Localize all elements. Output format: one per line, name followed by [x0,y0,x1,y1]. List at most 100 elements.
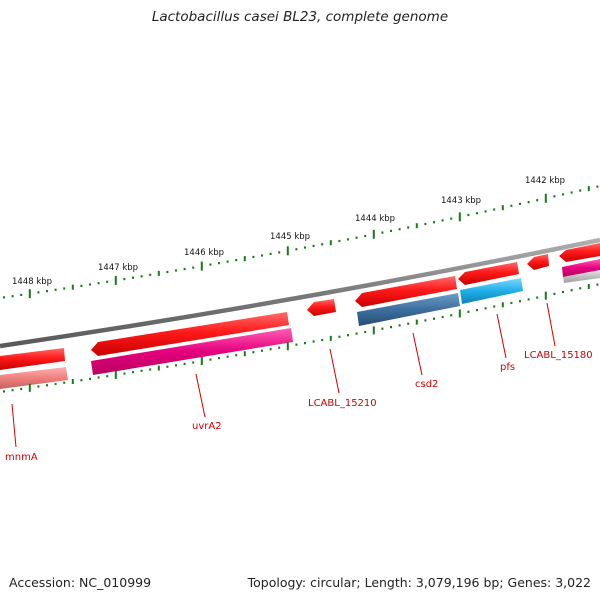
gene-LCABL_15210-arrow[interactable] [307,299,336,316]
outer-scale-tick [28,289,31,299]
outer-scale-tick [467,213,470,217]
outer-scale-tick [441,219,444,222]
outer-scale-tick [501,205,504,211]
scale-label-1442: 1442 kbp [525,176,565,186]
gene-label-mnmA[interactable]: mnmA [5,452,38,463]
outer-scale-tick [71,284,74,290]
inner-scale-tick [493,305,496,308]
inner-scale-tick [261,349,263,352]
outer-scale-tick [381,231,384,234]
inner-scale-tick [355,332,358,335]
inner-scale-tick [235,354,238,357]
accession-text: Accession: NC_010999 [9,575,152,590]
outer-scale-tick [157,270,160,276]
inner-scale-tick [476,309,478,312]
inner-scale-tick [433,317,435,320]
outer-scale-tick [80,284,83,287]
inner-scale-tick [441,315,444,319]
scale-label-1444: 1444 kbp [355,214,395,224]
inner-scale-tick [398,324,401,327]
outer-scale-tick [63,287,66,290]
outer-scale-tick [390,229,392,232]
inner-scale-tick [209,358,212,361]
outer-scale-tick [562,193,564,196]
inner-scale-tick [364,330,367,334]
leader-mnmA [11,403,17,448]
outer-scale-tick [269,252,272,255]
gene-mnmA-arrow[interactable] [0,348,65,370]
gene-label-LCABL_15210[interactable]: LCABL_15210 [308,398,377,409]
outer-scale-tick [553,195,556,198]
inner-scale-tick [3,390,5,393]
outer-scale-tick [286,246,289,256]
outer-scale-tick [123,278,126,281]
inner-scale-tick [467,310,470,313]
outer-scale-tick [278,251,281,254]
gene-LCABL_15180-arrow[interactable] [527,254,549,270]
inner-scale-tick [295,343,298,346]
inner-scale-tick [157,365,160,371]
inner-scale-tick [536,296,539,299]
inner-scale-tick [183,362,186,365]
feature-csd2-bar[interactable] [357,293,460,326]
feature-next-grey-bar[interactable] [563,270,600,283]
gene-uvrA2-arrow[interactable] [91,312,289,356]
feature-uvrA2-bar[interactable] [91,328,293,375]
inner-scale-tick [63,381,66,384]
feature-mnmA-bar[interactable] [0,367,68,389]
outer-scale-tick [140,275,143,278]
inner-scale-tick [338,335,341,338]
outer-scale-tick [364,234,367,238]
inner-scale-tick [312,340,315,343]
inner-scale-tick [286,342,289,351]
inner-scale-tick [424,319,427,322]
inner-scale-tick [269,348,272,351]
feature-pfs-bar[interactable] [460,278,523,304]
outer-scale-tick [355,236,358,239]
outer-scale-tick [329,240,332,246]
outer-scale-tick [312,244,315,247]
outer-scale-tick [544,193,547,203]
gene-label-csd2[interactable]: csd2 [415,379,438,390]
outer-scale-tick [510,204,513,207]
inner-scale-tick [381,327,384,330]
gene-csd2-arrow[interactable] [355,276,457,307]
inner-scale-tick [519,300,521,303]
inner-scale-tick [372,326,375,335]
outer-scale-tick [536,199,539,202]
inner-scale-tick [218,357,220,360]
inner-scale-tick [243,351,246,357]
outer-scale-tick [338,239,341,243]
gene-label-pfs[interactable]: pfs [500,362,515,373]
outer-scale-tick [450,217,453,220]
outer-scale-tick [398,228,401,231]
outer-scale-tick [570,191,573,194]
inner-scale-tick [321,338,324,342]
outer-scale-tick [596,185,599,188]
inner-scale-tick [278,346,281,349]
outer-scale-ticks [3,185,599,299]
outer-scale-tick [54,288,57,291]
outer-scale-tick [3,296,5,299]
inner-scale-tick [226,355,229,358]
gene-label-uvrA2[interactable]: uvrA2 [192,421,222,432]
outer-scale-tick [458,212,461,222]
outer-scale-tick [11,295,14,298]
outer-scale-tick [484,210,487,213]
outer-scale-tick [476,212,478,215]
leader-pfs [496,313,507,359]
gene-label-LCABL_15180[interactable]: LCABL_15180 [524,350,593,361]
inner-scale-tick [458,309,461,318]
feature-next-bar[interactable] [562,259,600,277]
outer-scale-tick [166,270,169,274]
scale-label-1445: 1445 kbp [270,232,310,242]
inner-scale-tick [166,365,169,368]
inner-scale-tick [11,389,14,392]
inner-scale-tick [527,298,530,301]
gene-pfs-arrow[interactable] [458,262,519,285]
inner-scale-tick [415,319,418,325]
inner-scale-tick [80,379,83,382]
outer-scale-tick [415,223,418,229]
gene-next-arrow[interactable] [559,243,600,262]
